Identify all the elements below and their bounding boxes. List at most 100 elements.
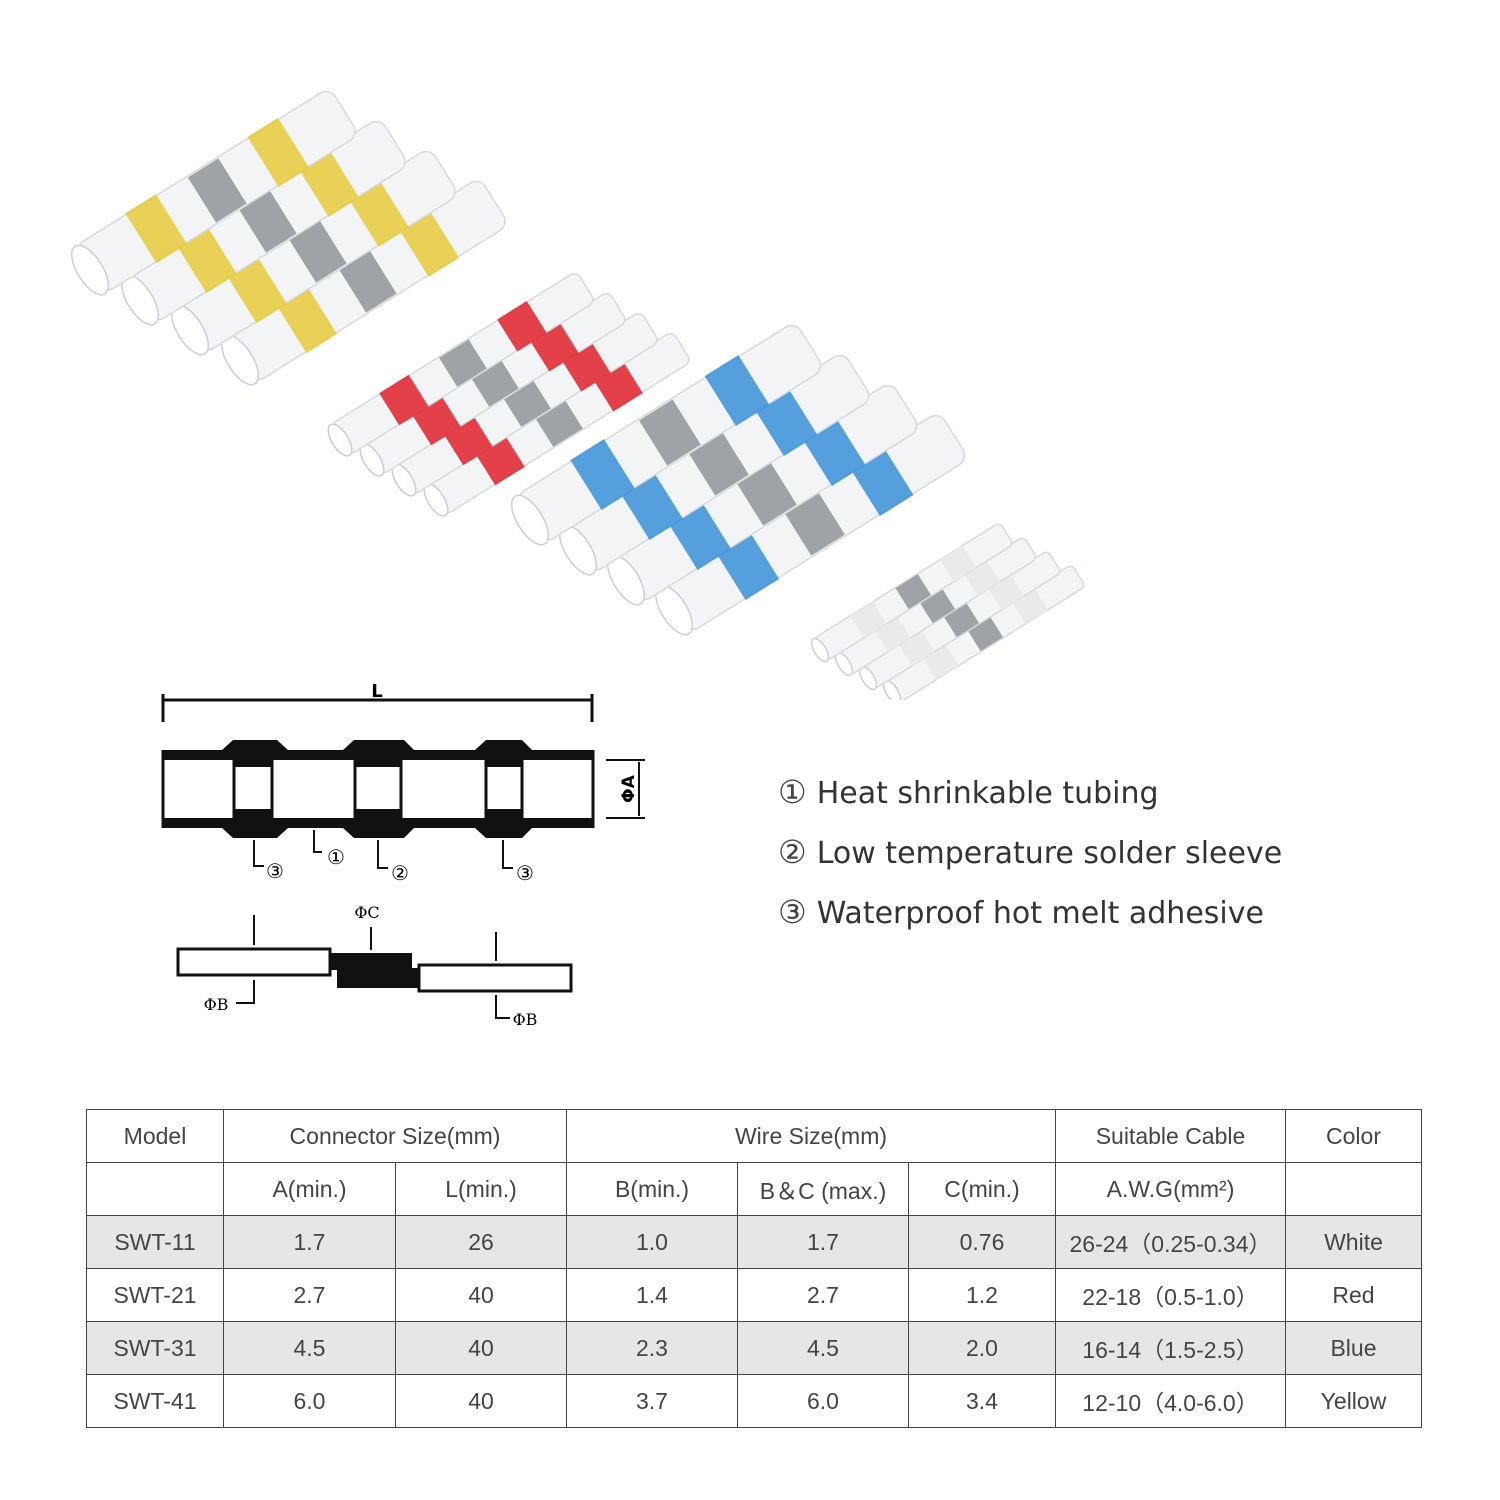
header-wire-size: Wire Size(mm) xyxy=(566,1109,1056,1163)
solder-band xyxy=(287,218,347,283)
callout-3-left: ③ xyxy=(266,859,284,883)
header-awg: A.W.G(mm²) xyxy=(1055,1162,1286,1216)
table-row: SWT-21 2.7 40 1.4 2.7 1.2 22-18（0.5-1.0） Red xyxy=(86,1268,1422,1322)
connector xyxy=(810,523,1013,663)
adhesive-band xyxy=(850,601,887,639)
callout-3-right: ③ xyxy=(516,861,534,885)
cell-b: 3.7 xyxy=(566,1374,738,1428)
legend-number: ② xyxy=(778,833,807,871)
connector-group-white xyxy=(810,523,1085,700)
cell-awg: 16-14（1.5-2.5） xyxy=(1055,1321,1286,1375)
header-bc-max: B＆C (max.) xyxy=(737,1162,909,1216)
callout-2: ② xyxy=(391,861,409,885)
header-c-min: C(min.) xyxy=(908,1162,1056,1216)
connector-group-yellow xyxy=(70,90,506,386)
adhesive-ring-right xyxy=(484,756,524,820)
cell-awg: 22-18（0.5-1.0） xyxy=(1055,1268,1286,1322)
callout-1: ① xyxy=(327,845,345,869)
connector xyxy=(510,324,822,546)
header-suitable-cable: Suitable Cable xyxy=(1055,1109,1286,1163)
cell-l: 40 xyxy=(395,1268,567,1322)
legend-number: ③ xyxy=(778,893,807,931)
cell-model: SWT-21 xyxy=(86,1268,224,1322)
cell-awg: 26-24（0.25-0.34） xyxy=(1055,1215,1286,1269)
cell-awg: 12-10（4.0-6.0） xyxy=(1055,1374,1286,1428)
cell-model: SWT-31 xyxy=(86,1321,224,1375)
legend-text: Waterproof hot melt adhesive xyxy=(816,896,1264,931)
legend-item-3: ③ Waterproof hot melt adhesive xyxy=(778,893,1264,931)
solder-band xyxy=(639,399,701,466)
header-a-min: A(min.) xyxy=(223,1162,396,1216)
cell-c: 1.2 xyxy=(908,1268,1056,1322)
cell-color: Blue xyxy=(1285,1321,1422,1375)
header-l-min: L(min.) xyxy=(395,1162,567,1216)
connector xyxy=(170,150,456,356)
wire-left xyxy=(176,947,332,977)
connector-diagram: L ΦA ③ ① ② ③ ΦC ΦB ΦB xyxy=(161,681,645,1029)
cell-bc: 6.0 xyxy=(737,1374,909,1428)
connector xyxy=(327,273,594,457)
legend-text: Low temperature solder sleeve xyxy=(816,836,1283,871)
table-row: SWT-41 6.0 40 3.7 6.0 3.4 12-10（4.0-6.0） Yellow xyxy=(86,1374,1422,1428)
adhesive-band xyxy=(497,301,547,352)
cell-color: Red xyxy=(1285,1268,1422,1322)
adhesive-band xyxy=(939,545,977,583)
empty-cell xyxy=(86,1162,224,1216)
adhesive-band xyxy=(379,374,429,426)
legend-item-2: ② Low temperature solder sleeve xyxy=(778,833,1282,871)
solder-band xyxy=(237,188,297,253)
cell-a: 6.0 xyxy=(223,1374,396,1428)
connector-group-blue xyxy=(510,324,966,636)
header-model: Model xyxy=(86,1109,224,1163)
connector xyxy=(120,120,406,326)
cell-a: 4.5 xyxy=(223,1321,396,1375)
solder-band xyxy=(337,248,397,313)
wire-right xyxy=(417,963,573,993)
connector xyxy=(220,180,506,386)
table-row: SWT-31 4.5 40 2.3 4.5 2.0 16-14（1.5-2.5） Blue xyxy=(86,1321,1422,1375)
connector-group-red xyxy=(327,273,690,517)
legend-item-1: ① Heat shrinkable tubing xyxy=(778,773,1159,811)
cell-model: SWT-11 xyxy=(86,1215,224,1269)
header-b-min: B(min.) xyxy=(566,1162,738,1216)
length-label: L xyxy=(371,681,382,702)
cell-l: 26 xyxy=(395,1215,567,1269)
cell-c: 0.76 xyxy=(908,1215,1056,1269)
table-subheader-row: A(min.) L(min.) B(min.) B＆C (max.) C(min… xyxy=(86,1162,1422,1216)
table-header-row: Model Connector Size(mm) Wire Size(mm) S… xyxy=(86,1109,1422,1163)
adhesive-band xyxy=(275,284,337,354)
tube-bottom-wall xyxy=(163,818,593,838)
cell-a: 2.7 xyxy=(223,1268,396,1322)
cell-l: 40 xyxy=(395,1374,567,1428)
adhesive-band xyxy=(247,117,310,187)
adhesive-band xyxy=(397,207,460,277)
cell-bc: 2.7 xyxy=(737,1268,909,1322)
adhesive-band xyxy=(175,224,237,294)
table-row: SWT-11 1.7 26 1.0 1.7 0.76 26-24（0.25-0.34） Whi… xyxy=(86,1215,1422,1269)
adhesive-band xyxy=(225,254,287,324)
diameter-a-label: ΦA xyxy=(619,774,639,802)
adhesive-band xyxy=(704,355,770,427)
solder-band xyxy=(439,339,487,387)
tube-top-wall xyxy=(163,740,593,760)
diameter-b-label-right: ΦB xyxy=(513,1010,538,1029)
adhesive-band xyxy=(125,194,187,264)
cell-a: 1.7 xyxy=(223,1215,396,1269)
cell-c: 3.4 xyxy=(908,1374,1056,1428)
legend-number: ① xyxy=(778,773,807,811)
empty-cell xyxy=(1285,1162,1422,1216)
adhesive-band xyxy=(570,439,636,510)
solder-joint xyxy=(330,953,412,970)
cell-color: Yellow xyxy=(1285,1374,1422,1428)
solder-band xyxy=(895,574,932,610)
cell-color: White xyxy=(1285,1215,1422,1269)
connector xyxy=(70,90,356,296)
cell-model: SWT-41 xyxy=(86,1374,224,1428)
spec-table: Model Connector Size(mm) Wire Size(mm) S… xyxy=(86,1109,1422,1428)
cell-bc: 4.5 xyxy=(737,1321,909,1375)
diameter-b-label-left: ΦB xyxy=(204,995,229,1014)
cell-c: 2.0 xyxy=(908,1321,1056,1375)
cell-b: 1.4 xyxy=(566,1268,738,1322)
adhesive-band xyxy=(297,147,360,217)
product-photo xyxy=(70,90,1085,700)
